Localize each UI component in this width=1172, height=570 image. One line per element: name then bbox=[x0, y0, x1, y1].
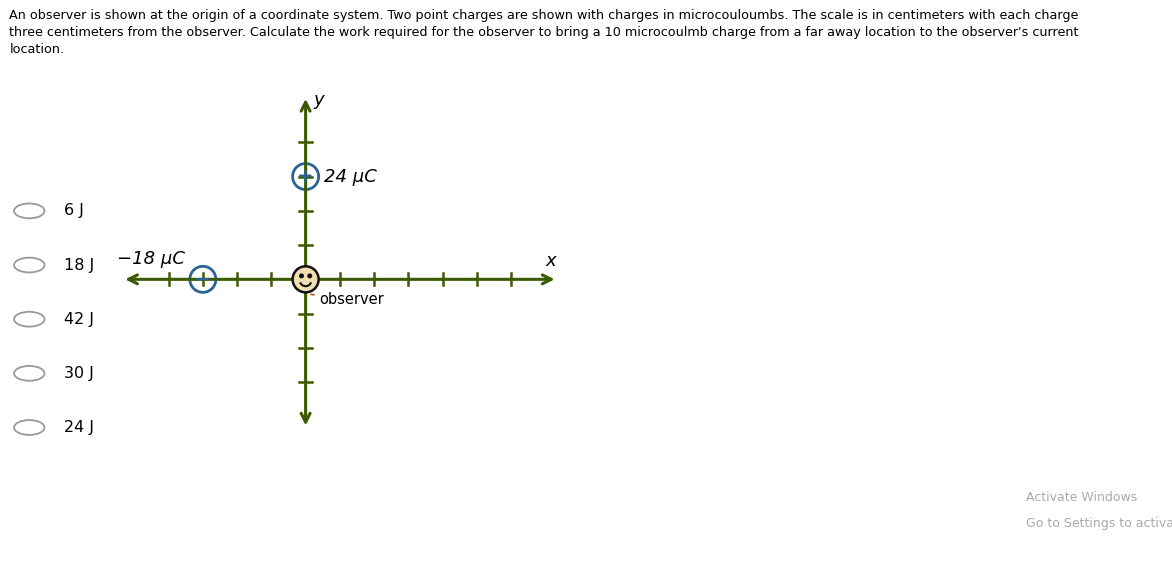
Text: −18 μC: −18 μC bbox=[117, 250, 185, 268]
Text: 6 J: 6 J bbox=[64, 203, 84, 218]
Text: An observer is shown at the origin of a coordinate system. Two point charges are: An observer is shown at the origin of a … bbox=[9, 9, 1078, 22]
Circle shape bbox=[308, 274, 312, 278]
Text: 18 J: 18 J bbox=[64, 258, 95, 272]
Text: 42 J: 42 J bbox=[64, 312, 95, 327]
Text: observer: observer bbox=[311, 292, 384, 307]
Text: +: + bbox=[298, 167, 314, 186]
Text: −: − bbox=[195, 270, 212, 290]
Text: Go to Settings to activate Windows: Go to Settings to activate Windows bbox=[1026, 517, 1172, 530]
Text: x: x bbox=[545, 253, 556, 270]
Text: y: y bbox=[313, 91, 323, 109]
Text: 30 J: 30 J bbox=[64, 366, 94, 381]
Circle shape bbox=[293, 266, 319, 292]
Text: Activate Windows: Activate Windows bbox=[1026, 491, 1137, 504]
Text: location.: location. bbox=[9, 43, 64, 56]
Circle shape bbox=[300, 274, 304, 278]
Text: 24 μC: 24 μC bbox=[323, 168, 376, 186]
Text: 24 J: 24 J bbox=[64, 420, 95, 435]
Text: three centimeters from the observer. Calculate the work required for the observe: three centimeters from the observer. Cal… bbox=[9, 26, 1079, 39]
